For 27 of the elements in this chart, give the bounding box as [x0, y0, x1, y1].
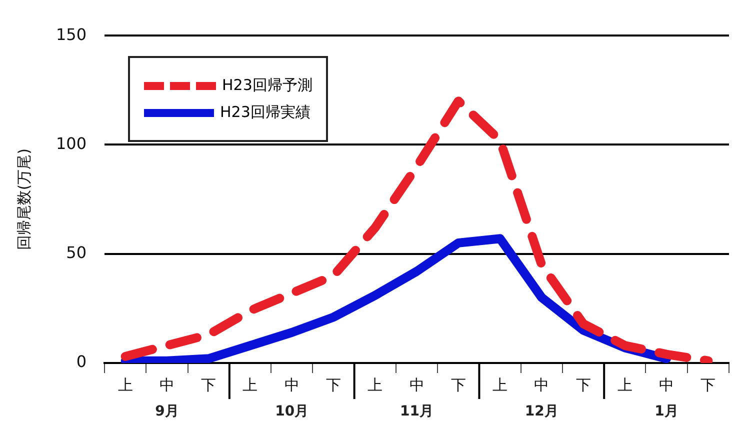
y-tick-label: 150 — [56, 24, 87, 44]
x-tick-label: 中 — [659, 376, 674, 394]
x-tick-label: 上 — [617, 376, 632, 394]
x-tick-label: 下 — [700, 376, 716, 394]
x-tick-label: 中 — [159, 376, 174, 394]
x-tick-label: 上 — [492, 376, 508, 394]
y-tick-label: 0 — [76, 352, 87, 372]
x-tick-label: 上 — [242, 376, 258, 394]
text: 12月 — [524, 404, 558, 420]
y-tick-label: 50 — [66, 243, 87, 262]
x-tick-label: 下 — [450, 376, 466, 394]
x-tick-label: 上 — [118, 376, 133, 394]
x-tick-label: 下 — [326, 376, 342, 394]
legend-label: H23回帰予測 — [222, 76, 312, 95]
x-tick-label: 中 — [534, 376, 550, 394]
text: 1月 — [654, 404, 678, 420]
x-tick-label: 中 — [409, 376, 424, 394]
text: 11月 — [400, 404, 434, 420]
x-tick-label: 中 — [284, 376, 300, 394]
y-axis-title: 回帰尾数(万尾) — [14, 148, 33, 250]
x-tick-label: 下 — [576, 376, 591, 394]
x-tick-label: 上 — [368, 376, 383, 394]
text: 10月 — [275, 404, 309, 420]
y-tick-label: 100 — [56, 134, 87, 153]
text: 9月 — [155, 404, 179, 420]
x-tick-label: 下 — [201, 376, 216, 394]
legend-label: H23回帰実績 — [220, 103, 310, 122]
